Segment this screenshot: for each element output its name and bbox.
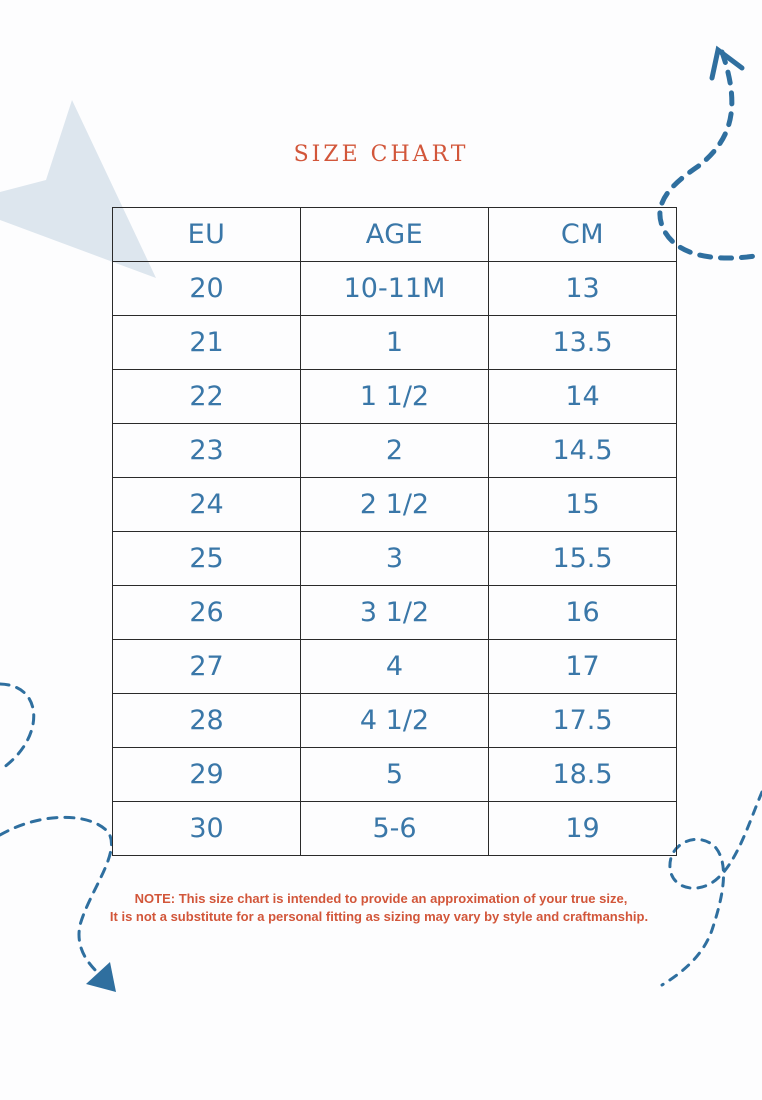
- dashed-loop-bottom-right-icon: [660, 790, 762, 987]
- cell-cm: 14: [488, 369, 677, 424]
- cell-eu: 20: [112, 261, 301, 316]
- table-row: 26 3 1/2 16: [112, 585, 677, 640]
- cell-eu: 21: [112, 315, 301, 370]
- cell-age: 10-11M: [300, 261, 489, 316]
- cell-eu: 27: [112, 639, 301, 694]
- table-row: 20 10-11M 13: [112, 261, 677, 316]
- table-row: 23 2 14.5: [112, 423, 677, 478]
- cell-eu: 28: [112, 693, 301, 748]
- column-header-eu: EU: [112, 207, 301, 262]
- table-row: 22 1 1/2 14: [112, 369, 677, 424]
- cell-age: 1 1/2: [300, 369, 489, 424]
- cell-cm: 18.5: [488, 747, 677, 802]
- cell-eu: 23: [112, 423, 301, 478]
- size-chart-table: EU AGE CM 20 10-11M 13 21 1 13.5 22 1 1/…: [112, 207, 677, 856]
- table-row: 21 1 13.5: [112, 315, 677, 370]
- table-row: 25 3 15.5: [112, 531, 677, 586]
- cell-age: 3 1/2: [300, 585, 489, 640]
- cell-cm: 13: [488, 261, 677, 316]
- table-row: 27 4 17: [112, 639, 677, 694]
- note-line-2: It is not a substitute for a personal fi…: [109, 909, 649, 924]
- cell-age: 5: [300, 747, 489, 802]
- cell-age: 1: [300, 315, 489, 370]
- dashed-arrow-bottom-left-icon: [0, 682, 113, 977]
- cell-cm: 17.5: [488, 693, 677, 748]
- column-header-age: AGE: [300, 207, 489, 262]
- table-row: 29 5 18.5: [112, 747, 677, 802]
- cell-cm: 14.5: [488, 423, 677, 478]
- cell-cm: 15.5: [488, 531, 677, 586]
- cell-age: 4 1/2: [300, 693, 489, 748]
- table-row: 30 5-6 19: [112, 801, 677, 856]
- cell-eu: 22: [112, 369, 301, 424]
- cell-age: 3: [300, 531, 489, 586]
- cell-eu: 25: [112, 531, 301, 586]
- table-row: 24 2 1/2 15: [112, 477, 677, 532]
- cell-cm: 15: [488, 477, 677, 532]
- cell-age: 2 1/2: [300, 477, 489, 532]
- page-title: SIZE CHART: [293, 142, 469, 167]
- table-header-row: EU AGE CM: [112, 207, 677, 262]
- column-header-cm: CM: [488, 207, 677, 262]
- cell-age: 5-6: [300, 801, 489, 856]
- cell-age: 4: [300, 639, 489, 694]
- cell-cm: 19: [488, 801, 677, 856]
- arrow-head-bottom-left-icon: [86, 962, 116, 992]
- cell-eu: 26: [112, 585, 301, 640]
- cell-cm: 17: [488, 639, 677, 694]
- cell-age: 2: [300, 423, 489, 478]
- note-line-1: NOTE: This size chart is intended to pro…: [134, 891, 628, 906]
- cell-cm: 13.5: [488, 315, 677, 370]
- cell-eu: 24: [112, 477, 301, 532]
- cell-eu: 29: [112, 747, 301, 802]
- cell-eu: 30: [112, 801, 301, 856]
- cell-cm: 16: [488, 585, 677, 640]
- table-row: 28 4 1/2 17.5: [112, 693, 677, 748]
